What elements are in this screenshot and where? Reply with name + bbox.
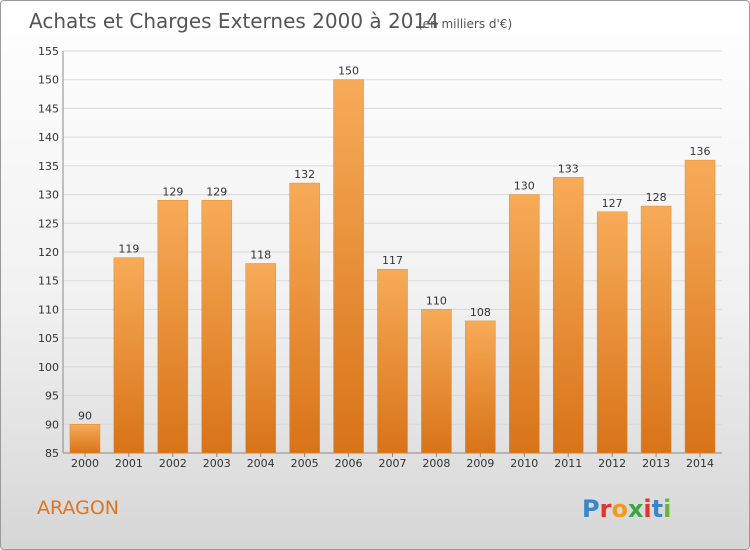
y-tick-label: 125 [38, 217, 59, 230]
x-tick-label-2013: 2013 [642, 457, 670, 470]
value-label-2006: 150 [338, 65, 359, 78]
bar-2002 [157, 200, 189, 454]
value-label-2009: 108 [470, 306, 491, 319]
x-tick-label-2000: 2000 [71, 457, 99, 470]
value-label-2005: 132 [294, 168, 315, 181]
x-tick-label-2007: 2007 [379, 457, 407, 470]
x-tick-label-2001: 2001 [115, 457, 143, 470]
bar-2004 [245, 263, 276, 454]
x-tick-label-2012: 2012 [598, 457, 626, 470]
bar-2006 [333, 79, 364, 454]
value-label-2003: 129 [206, 185, 227, 198]
value-label-2011: 133 [558, 162, 579, 175]
y-tick-label: 105 [38, 332, 59, 345]
bar-2011 [552, 177, 584, 454]
bar-2001 [113, 257, 145, 454]
bar-2010 [509, 194, 540, 454]
y-tick-label: 130 [38, 189, 59, 202]
y-tick-label: 120 [38, 246, 59, 259]
bar-2005 [289, 182, 320, 454]
x-tick-label-2002: 2002 [159, 457, 187, 470]
x-tick-label-2004: 2004 [247, 457, 275, 470]
chart-title: Achats et Charges Externes 2000 à 2014 [29, 9, 439, 33]
value-label-2012: 127 [602, 197, 623, 210]
y-tick-label: 145 [38, 102, 59, 115]
x-tick-label-2014: 2014 [686, 457, 714, 470]
proxiti-logo: Proxiti [582, 495, 671, 523]
y-tick-label: 95 [45, 390, 59, 403]
y-tick-label: 150 [38, 74, 59, 87]
value-label-2001: 119 [118, 243, 139, 256]
value-label-2008: 110 [426, 294, 447, 307]
chart-subtitle: (en milliers d'€) [418, 17, 512, 31]
x-tick-label-2011: 2011 [554, 457, 582, 470]
value-label-2014: 136 [690, 145, 711, 158]
y-tick-label: 85 [45, 447, 59, 460]
bar-2013 [640, 205, 672, 454]
x-tick-label-2006: 2006 [335, 457, 363, 470]
value-label-2010: 130 [514, 180, 535, 193]
value-label-2000: 90 [78, 409, 92, 422]
commune-name: ARAGON [37, 497, 119, 519]
bar-2007 [377, 268, 408, 454]
value-label-2004: 118 [250, 248, 271, 261]
bar-2012 [596, 211, 628, 454]
y-tick-label: 90 [45, 418, 59, 431]
value-label-2013: 128 [646, 191, 667, 204]
y-tick-label: 135 [38, 160, 59, 173]
x-tick-label-2005: 2005 [291, 457, 319, 470]
x-tick-label-2010: 2010 [510, 457, 538, 470]
bar-2003 [201, 200, 233, 454]
bar-2009 [465, 320, 496, 454]
x-tick-label-2008: 2008 [422, 457, 450, 470]
y-tick-label: 110 [38, 303, 59, 316]
value-label-2002: 129 [162, 185, 183, 198]
bar-2000 [69, 424, 101, 454]
bars: 90 119 129 129 118 132 150 117 110 108 130 133 127 12… [69, 65, 716, 454]
x-axis: 2000 2001 2002 2003 2004 2005 2006 2007 2008 2009… [71, 453, 714, 470]
y-tick-label: 115 [38, 275, 59, 288]
x-tick-label-2009: 2009 [466, 457, 494, 470]
y-tick-label: 155 [38, 45, 59, 58]
value-label-2007: 117 [382, 254, 403, 267]
y-tick-label: 100 [38, 361, 59, 374]
y-tick-label: 140 [38, 131, 59, 144]
bar-2008 [421, 309, 452, 454]
x-tick-label-2003: 2003 [203, 457, 231, 470]
bar-2014 [684, 159, 716, 454]
